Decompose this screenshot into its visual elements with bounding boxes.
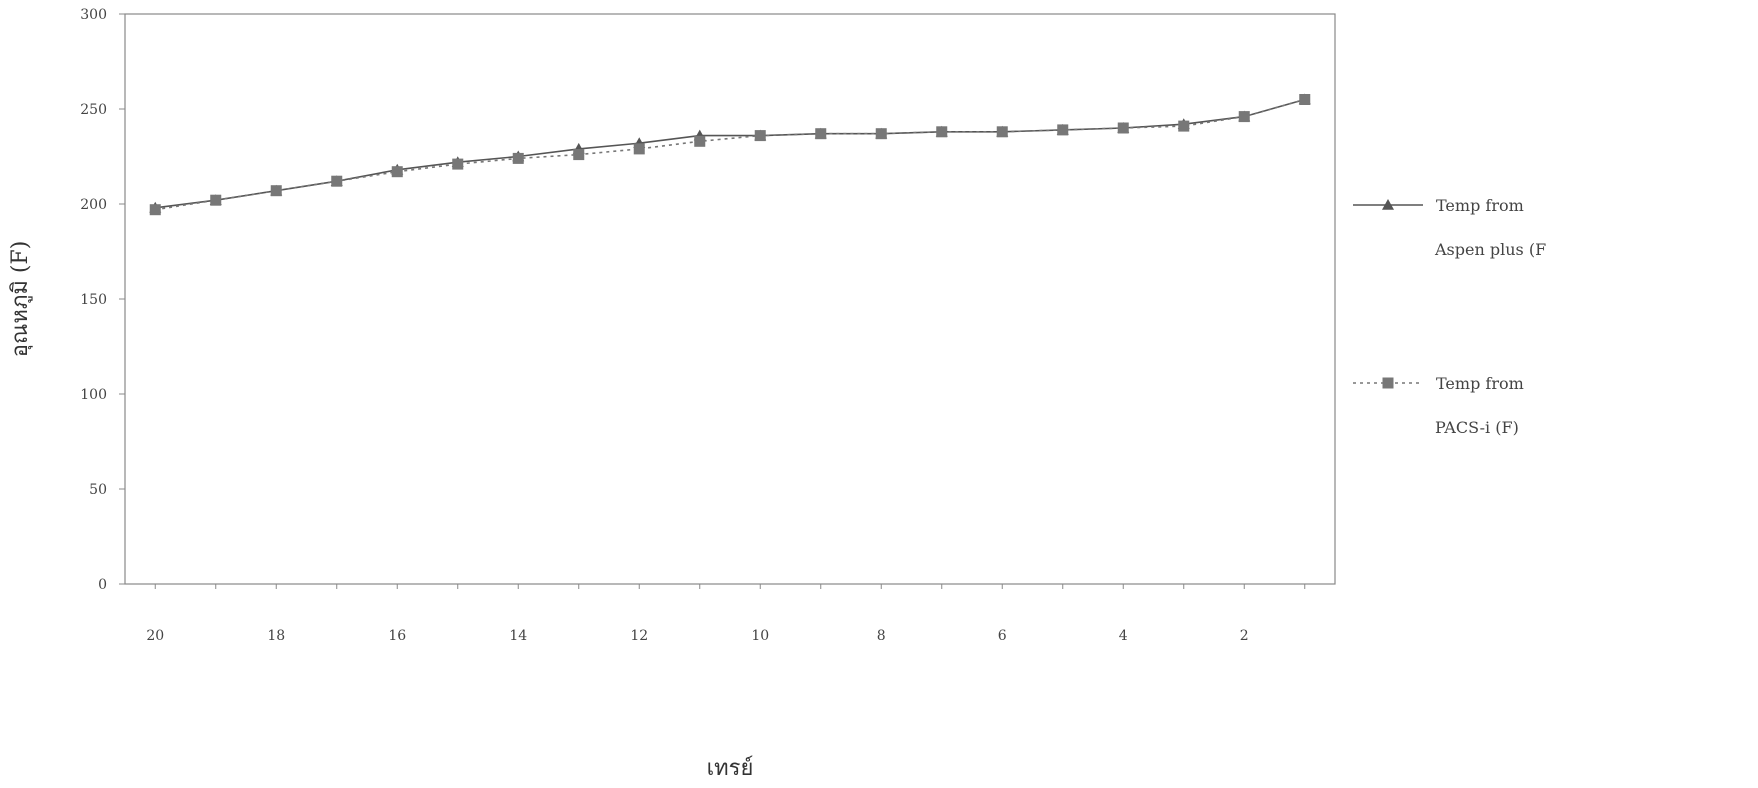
- data-point-2-11: [694, 136, 705, 147]
- x-tick-label: 4: [1119, 628, 1128, 644]
- data-point-2-1: [1299, 94, 1310, 105]
- data-point-2-8: [876, 128, 887, 139]
- data-point-2-13: [573, 149, 584, 160]
- data-point-2-14: [513, 153, 524, 164]
- legend-entry-2: Temp from PACS-i (F): [1353, 374, 1524, 437]
- y-tick-label: 50: [89, 482, 107, 498]
- x-tick-label: 8: [877, 628, 886, 644]
- series-2: [150, 94, 1311, 215]
- y-axis-title: อุณหภูมิ (F): [8, 241, 33, 358]
- data-point-2-16: [392, 166, 403, 177]
- series-layer: [149, 94, 1311, 216]
- data-point-2-2: [1239, 111, 1250, 122]
- x-tick-label: 16: [388, 628, 406, 644]
- plot-area: [125, 14, 1335, 584]
- data-point-2-5: [1057, 124, 1068, 135]
- data-point-2-3: [1178, 121, 1189, 132]
- y-tick-label: 300: [80, 7, 107, 23]
- x-tick-label: 20: [146, 628, 164, 644]
- x-tick-label: 6: [998, 628, 1007, 644]
- data-point-2-19: [210, 195, 221, 206]
- x-tick-label: 14: [509, 628, 527, 644]
- legend: Temp from Aspen plus (F Temp from PACS-i (F…: [1353, 196, 1546, 437]
- data-point-2-12: [634, 143, 645, 154]
- data-point-2-9: [815, 128, 826, 139]
- legend-label-2: Temp from: [1436, 374, 1524, 393]
- x-tick-label: 2: [1240, 628, 1249, 644]
- legend-entry-1: Temp from Aspen plus (F: [1353, 196, 1546, 259]
- x-tick-label: 12: [630, 628, 648, 644]
- data-point-2-6: [997, 126, 1008, 137]
- series-line-1: [155, 100, 1305, 208]
- data-point-2-10: [755, 130, 766, 141]
- data-point-2-17: [331, 176, 342, 187]
- y-tick-label: 150: [80, 292, 107, 308]
- data-point-2-4: [1118, 123, 1129, 134]
- data-point-2-7: [936, 126, 947, 137]
- x-tick-label: 10: [751, 628, 769, 644]
- legend-label-1: Aspen plus (F: [1434, 240, 1546, 259]
- series-line-2: [155, 100, 1305, 210]
- y-axis: 0 50 100 150 200 250 300: [80, 7, 125, 593]
- data-point-2-18: [271, 185, 282, 196]
- data-point-2-15: [452, 159, 463, 170]
- legend-label-2: PACS-i (F): [1435, 418, 1519, 437]
- legend-marker-2: [1383, 378, 1394, 389]
- x-axis: 20 18 16 14 12 10 8 6 4 2: [146, 584, 1304, 644]
- x-axis-title: เทรย์: [707, 756, 754, 781]
- y-tick-label: 200: [80, 197, 107, 213]
- data-point-2-20: [150, 204, 161, 215]
- x-tick-label: 18: [267, 628, 285, 644]
- y-tick-label: 100: [80, 387, 107, 403]
- y-tick-label: 0: [98, 577, 107, 593]
- legend-label-1: Temp from: [1436, 196, 1524, 215]
- y-tick-label: 250: [80, 102, 107, 118]
- series-1: [149, 94, 1311, 213]
